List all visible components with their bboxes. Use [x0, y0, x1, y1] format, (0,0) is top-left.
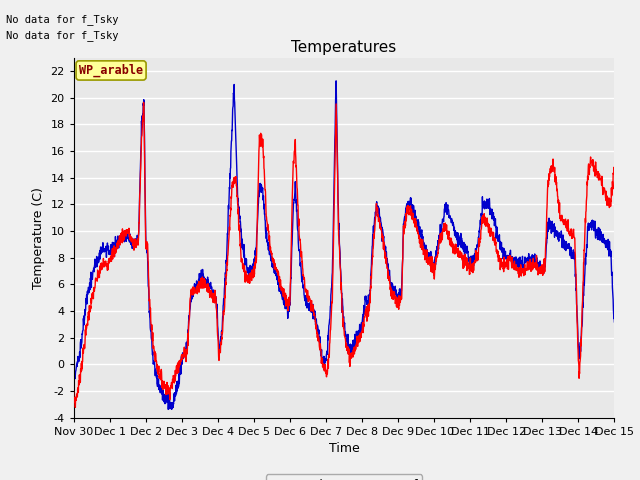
Text: No data for f_Tsky: No data for f_Tsky — [6, 13, 119, 24]
Text: WP_arable: WP_arable — [79, 64, 143, 77]
X-axis label: Time: Time — [328, 442, 360, 455]
Legend: Tair, Tsurf: Tair, Tsurf — [266, 474, 422, 480]
Text: No data for f_Tsky: No data for f_Tsky — [6, 30, 119, 41]
Title: Temperatures: Temperatures — [291, 40, 397, 55]
Y-axis label: Temperature (C): Temperature (C) — [32, 187, 45, 288]
